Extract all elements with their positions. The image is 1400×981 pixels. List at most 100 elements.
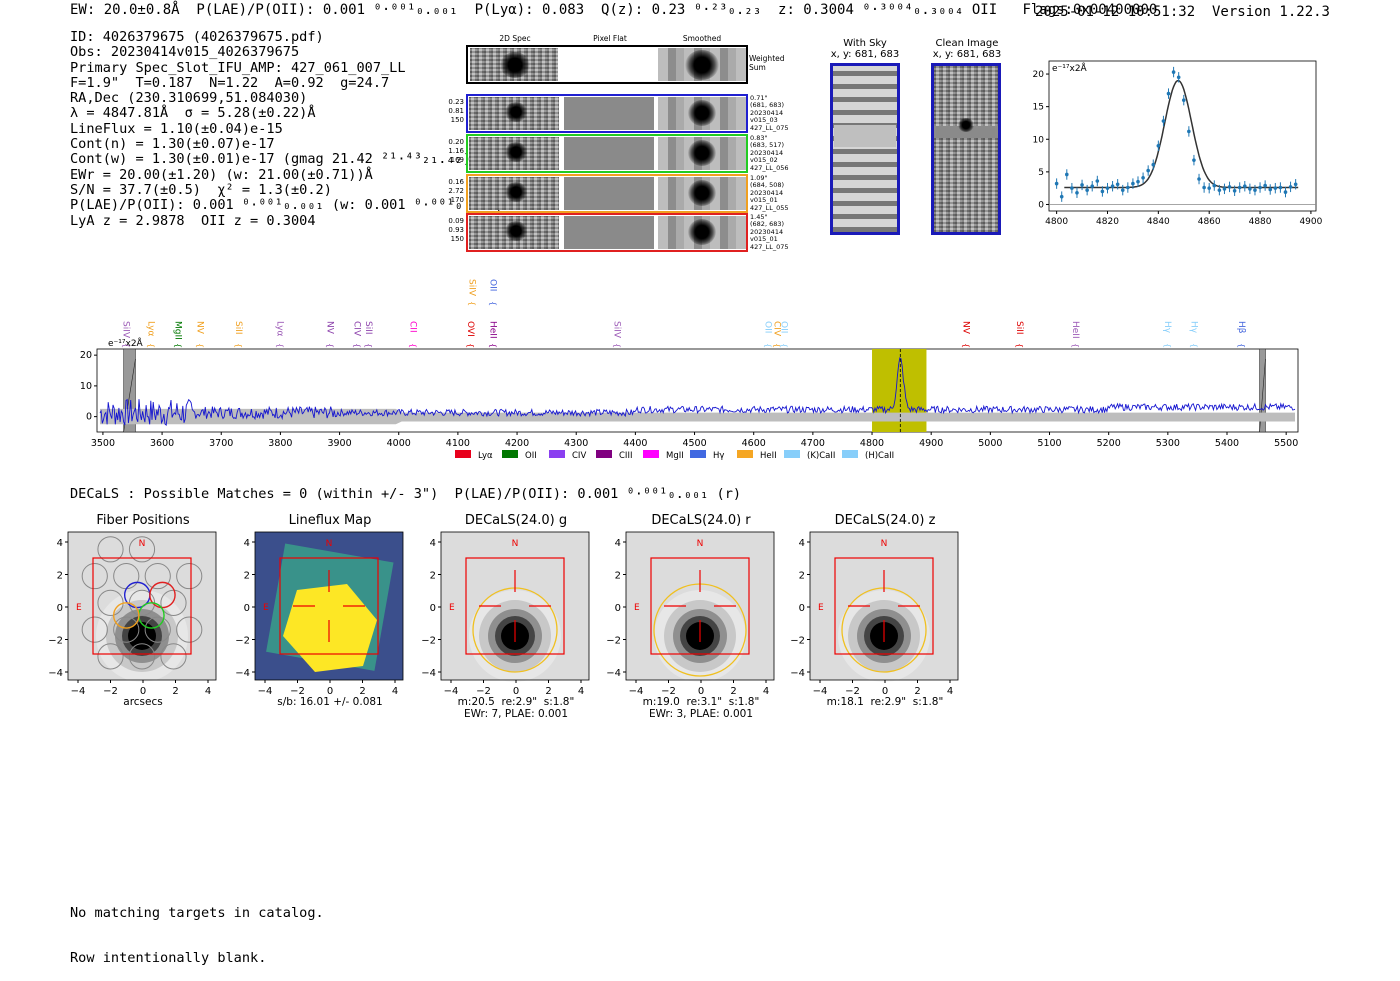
- line-label-bracket: {: [1015, 343, 1024, 348]
- x-tick-label: −4: [813, 686, 828, 697]
- data-point: [1227, 185, 1232, 189]
- fiber-circle: [176, 616, 203, 643]
- line-label: CII {: [408, 321, 418, 348]
- y-tick-label: −2: [790, 636, 805, 647]
- line-label: OII {: [778, 321, 788, 348]
- y-tick-label: 0: [57, 603, 63, 614]
- info-line: F=1.9" T=0.187 N=1.22 A=0.92 g=24.7: [70, 74, 390, 91]
- search-box: [834, 557, 934, 655]
- x-tick-label: 4500: [682, 438, 706, 449]
- data-point: [1136, 179, 1140, 184]
- x-tick-label: 4: [763, 686, 769, 697]
- data-point: [1258, 185, 1262, 190]
- x-tick-label: 2: [545, 686, 551, 697]
- y-tick-label: −2: [421, 636, 436, 647]
- x-tick-label: 5400: [1215, 438, 1239, 449]
- x-tick-label: 0: [698, 686, 704, 697]
- exposure-blob: [505, 102, 527, 122]
- info-line: RA,Dec (230.310699,51.084030): [70, 90, 308, 107]
- cutout-column-title: 2D Spec: [499, 34, 531, 43]
- x-tick-label: −2: [476, 686, 491, 697]
- data-point: [1212, 183, 1217, 188]
- line-label-text: SiIV: [612, 321, 622, 339]
- exposure-pixel-flat: [564, 137, 654, 170]
- x-tick-label: −4: [258, 686, 273, 697]
- line-label: OVI {: [465, 321, 475, 348]
- line-label: Hγ {: [1162, 321, 1172, 348]
- stamp-title: DECaLS(24.0) z: [834, 513, 936, 528]
- line-label: SiII {: [233, 321, 243, 348]
- data-point: [1237, 185, 1242, 190]
- legend-label: MgII: [666, 451, 684, 461]
- stamp-caption: arcsecs: [123, 696, 163, 708]
- header-timestamp-version: 2025-01-12 10:51:32 Version 1.22.3: [1034, 4, 1330, 20]
- legend-label: CIV: [572, 451, 586, 461]
- x-tick-label: 4700: [801, 438, 825, 449]
- exposure-blob: [505, 221, 527, 241]
- fiber-circle: [176, 562, 203, 590]
- y-tick-label: 2: [615, 571, 621, 582]
- data-point: [1181, 98, 1186, 102]
- line-label: SiIV {: [121, 321, 131, 348]
- y-tick-label: 0: [244, 603, 250, 614]
- x-tick-label: 2: [914, 686, 920, 697]
- info-line: EWr = 20.00(±1.20) (w: 21.00(±0.71))Å: [70, 166, 373, 183]
- error-band: [99, 408, 1295, 425]
- line-label-bracket: {: [962, 343, 971, 348]
- data-point: [1151, 162, 1156, 167]
- data-point: [1171, 70, 1176, 74]
- line-label: CIV {: [351, 321, 361, 348]
- y-tick-label: 4: [799, 538, 805, 549]
- y-tick-label: 10: [80, 381, 92, 392]
- x-tick-label: 5000: [978, 438, 1002, 449]
- weighted-sum-frame: [466, 45, 748, 84]
- line-label-text: Lyα: [274, 321, 284, 337]
- footer-line: Row intentionally blank.: [70, 950, 267, 966]
- data-point: [1100, 189, 1105, 194]
- search-box: [465, 557, 565, 655]
- line-label: Hβ {: [1236, 321, 1246, 348]
- exposure-right-label: 0.83" (683, 517) 20230414 v015_02 427_LL…: [750, 134, 789, 172]
- line-label-text: OII: [778, 321, 788, 333]
- y-tick-label: −4: [421, 668, 436, 679]
- line-label-bracket: {: [772, 343, 781, 348]
- line-label: NV {: [961, 321, 971, 348]
- x-tick-label: 5300: [1156, 438, 1180, 449]
- legend-label: Lyα: [478, 451, 493, 461]
- stamp-title: Fiber Positions: [96, 513, 190, 528]
- y-tick-label: −4: [606, 668, 621, 679]
- east-marker: E: [76, 603, 82, 613]
- y-tick-label: 0: [615, 603, 621, 614]
- x-tick-label: 3500: [91, 438, 115, 449]
- y-tick-label: −4: [48, 668, 63, 679]
- fiber-circle: [144, 616, 171, 643]
- y-tick-label: 0: [430, 603, 436, 614]
- stamp-frame: [67, 531, 217, 681]
- masked-region: [123, 348, 136, 433]
- line-label: CIV {: [771, 321, 781, 348]
- stamp-frame: [809, 531, 959, 681]
- stamp-frame: [625, 531, 775, 681]
- line-label-bracket: {: [1189, 343, 1198, 348]
- search-box: [650, 557, 750, 655]
- x-tick-label: 4900: [919, 438, 943, 449]
- clean-image-source: [958, 118, 974, 132]
- line-label-text: CII: [408, 321, 418, 333]
- stamp-title: DECaLS(24.0) g: [464, 513, 568, 528]
- data-point: [1080, 183, 1084, 187]
- x-tick-label: −2: [290, 686, 305, 697]
- data-point: [1156, 143, 1161, 148]
- stamp-panel: N E −4 4 −2 2 0 0 2 −2 4 −4: [790, 531, 959, 697]
- with-sky-image: [830, 63, 900, 235]
- search-box: [92, 557, 192, 655]
- line-label-bracket: {: [613, 343, 622, 348]
- decals-match-line: DECaLS : Possible Matches = 0 (within +/…: [70, 486, 742, 502]
- x-tick-label: 4: [578, 686, 584, 697]
- info-line: Primary Spec_Slot_IFU_AMP: 427_061_007_L…: [70, 59, 406, 76]
- line-label-bracket: {: [488, 301, 497, 306]
- line-label-text: NV: [325, 321, 335, 335]
- north-marker: N: [881, 539, 888, 549]
- east-marker: E: [449, 603, 455, 613]
- line-label-bracket: {: [275, 343, 284, 348]
- exposure-smoothed-blob: [688, 100, 716, 126]
